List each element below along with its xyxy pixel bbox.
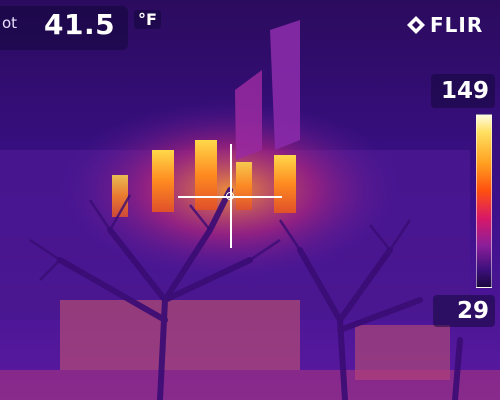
range-min-panel: 29: [433, 295, 495, 327]
spot-temperature-value: 41.5: [44, 8, 116, 41]
brand-name: FLIR: [430, 13, 484, 37]
flir-logo-icon: [407, 16, 425, 34]
range-max-panel: 149: [431, 74, 495, 108]
spot-meter-label: ot: [2, 14, 18, 32]
spot-meter-panel: [0, 6, 128, 50]
brand-logo: FLIR: [406, 12, 483, 38]
temperature-unit: °F: [134, 10, 161, 29]
crosshair-center: [226, 192, 234, 200]
range-min-value: 29: [456, 298, 489, 324]
palette-colorbar: [476, 114, 492, 288]
range-max-value: 149: [440, 78, 489, 104]
